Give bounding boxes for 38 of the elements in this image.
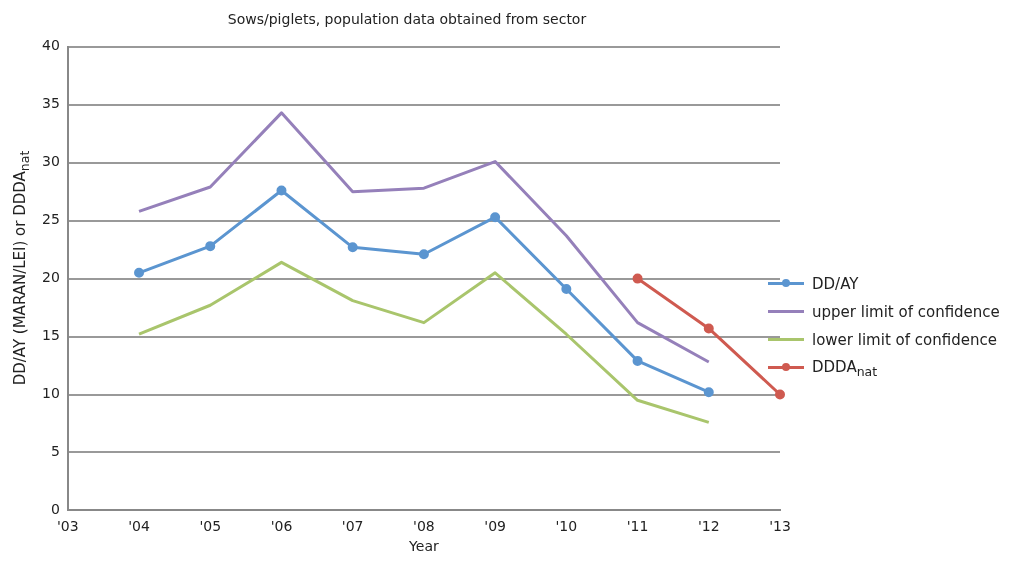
point <box>632 273 643 284</box>
chart-title: Sows/piglets, population data obtained from sector <box>227 11 587 28</box>
x-tick-label: '12 <box>697 518 720 535</box>
point <box>276 185 287 196</box>
y-tick-label: 30 <box>41 153 60 170</box>
y-tick-label: 35 <box>41 95 60 112</box>
y-tick-label: 20 <box>41 269 60 286</box>
x-tick-label: '13 <box>769 518 791 535</box>
x-tick-label: '07 <box>341 518 364 535</box>
x-tick-label: '09 <box>484 518 506 535</box>
x-tick-label: '04 <box>128 518 150 535</box>
x-tick-label: '08 <box>413 518 435 535</box>
y-tick-label: 10 <box>41 385 60 402</box>
legend-label: DD/AY <box>812 275 859 293</box>
y-tick-label: 40 <box>41 37 60 54</box>
legend-label: lower limit of confidence <box>812 331 997 349</box>
x-tick-label: '11 <box>626 518 649 535</box>
legend-label: upper limit of confidence <box>812 303 1000 321</box>
x-tick-label: '03 <box>56 518 79 535</box>
y-tick-label: 0 <box>50 501 60 518</box>
point <box>632 355 643 366</box>
point <box>703 323 714 334</box>
x-axis-title: Year <box>408 538 439 555</box>
point <box>418 249 429 260</box>
point <box>490 212 501 223</box>
y-tick-label: 15 <box>41 327 60 344</box>
point <box>703 387 714 398</box>
x-tick-label: '10 <box>555 518 578 535</box>
y-tick-label: 25 <box>41 211 60 228</box>
y-tick-label: 5 <box>50 443 60 460</box>
x-tick-label: '06 <box>270 518 293 535</box>
point <box>561 284 572 295</box>
legend-label: DDDA$_{nat}$ <box>812 357 878 379</box>
x-tick-label: '05 <box>199 518 222 535</box>
point <box>347 242 358 253</box>
point <box>775 389 785 400</box>
point <box>134 267 145 278</box>
point <box>205 241 216 252</box>
